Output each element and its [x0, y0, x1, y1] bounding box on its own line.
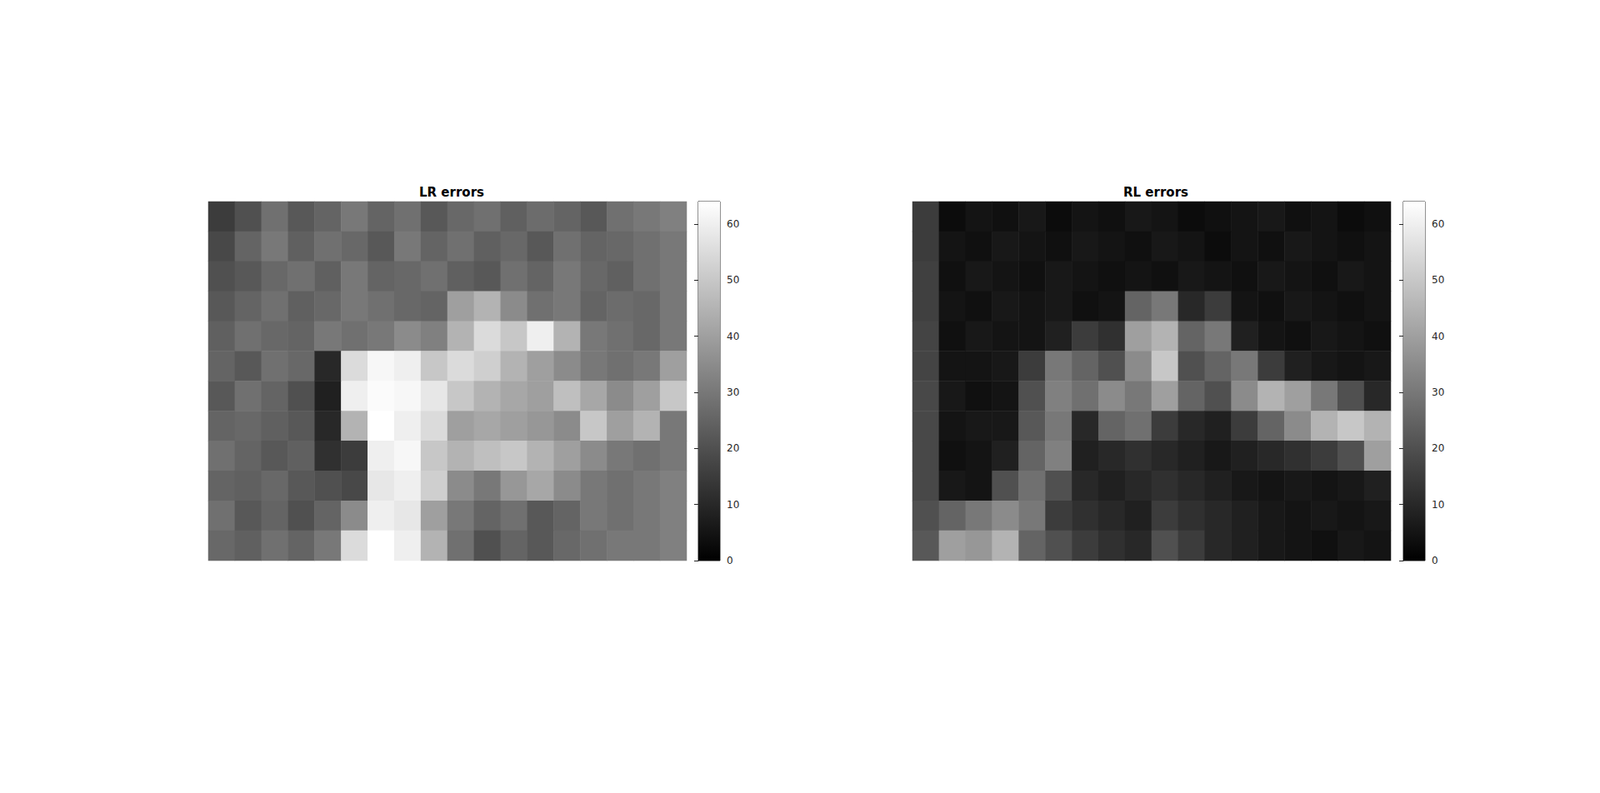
- svg-text:30: 30: [1431, 386, 1445, 399]
- svg-text:0: 0: [726, 555, 734, 567]
- svg-text:LR errors: LR errors: [419, 185, 485, 200]
- svg-text:30: 30: [726, 386, 740, 399]
- svg-text:50: 50: [726, 274, 740, 286]
- svg-text:50: 50: [1431, 274, 1445, 286]
- svg-text:60: 60: [1431, 218, 1445, 230]
- svg-text:20: 20: [1431, 442, 1445, 455]
- svg-text:10: 10: [1431, 499, 1445, 511]
- svg-text:0: 0: [1431, 555, 1439, 567]
- svg-text:40: 40: [726, 330, 740, 343]
- svg-text:40: 40: [1431, 330, 1445, 343]
- svg-text:60: 60: [726, 218, 740, 230]
- svg-text:RL errors: RL errors: [1123, 185, 1189, 200]
- svg-text:20: 20: [726, 442, 740, 455]
- svg-text:10: 10: [726, 499, 740, 511]
